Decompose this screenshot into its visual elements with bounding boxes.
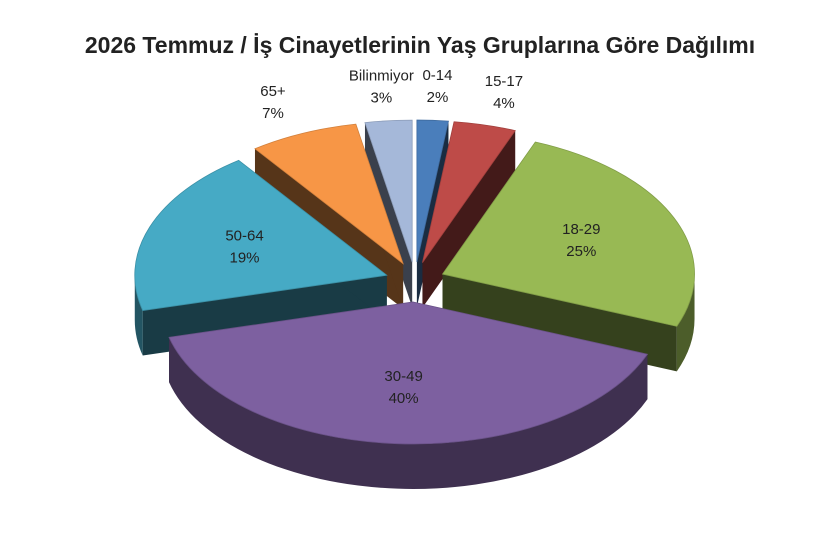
value-label: 2%	[427, 89, 449, 106]
value-label: 40%	[389, 390, 419, 407]
slice-side	[676, 274, 695, 372]
value-label: 3%	[371, 89, 393, 106]
slice	[168, 301, 649, 489]
value-label: 4%	[493, 95, 515, 112]
value-label: 19%	[229, 249, 259, 266]
slice-label: Bilinmiyor	[349, 67, 414, 84]
slice-top	[416, 119, 449, 263]
slice-side	[169, 337, 648, 489]
chart-title: 2026 Temmuz / İş Cinayetlerinin Yaş Grup…	[85, 32, 755, 58]
slice-top	[422, 121, 516, 263]
slice-label: 30-49	[384, 368, 422, 385]
slice-top	[254, 123, 404, 265]
slice	[422, 121, 516, 308]
slice-top	[134, 159, 388, 311]
slice-top	[441, 141, 695, 327]
slice-wall	[422, 130, 516, 308]
value-label: 25%	[566, 243, 596, 260]
slice-top	[168, 301, 649, 445]
value-label: 7%	[262, 105, 284, 122]
slice-label: 18-29	[562, 221, 600, 238]
slice-label: 0-14	[422, 67, 452, 84]
slice-wall	[442, 274, 677, 372]
slice-side	[134, 275, 143, 356]
slice-top	[364, 119, 413, 263]
slice-label: 15-17	[485, 73, 523, 90]
slice-label: 65+	[260, 83, 286, 100]
slice-label: 50-64	[225, 227, 263, 244]
slice	[441, 141, 695, 372]
